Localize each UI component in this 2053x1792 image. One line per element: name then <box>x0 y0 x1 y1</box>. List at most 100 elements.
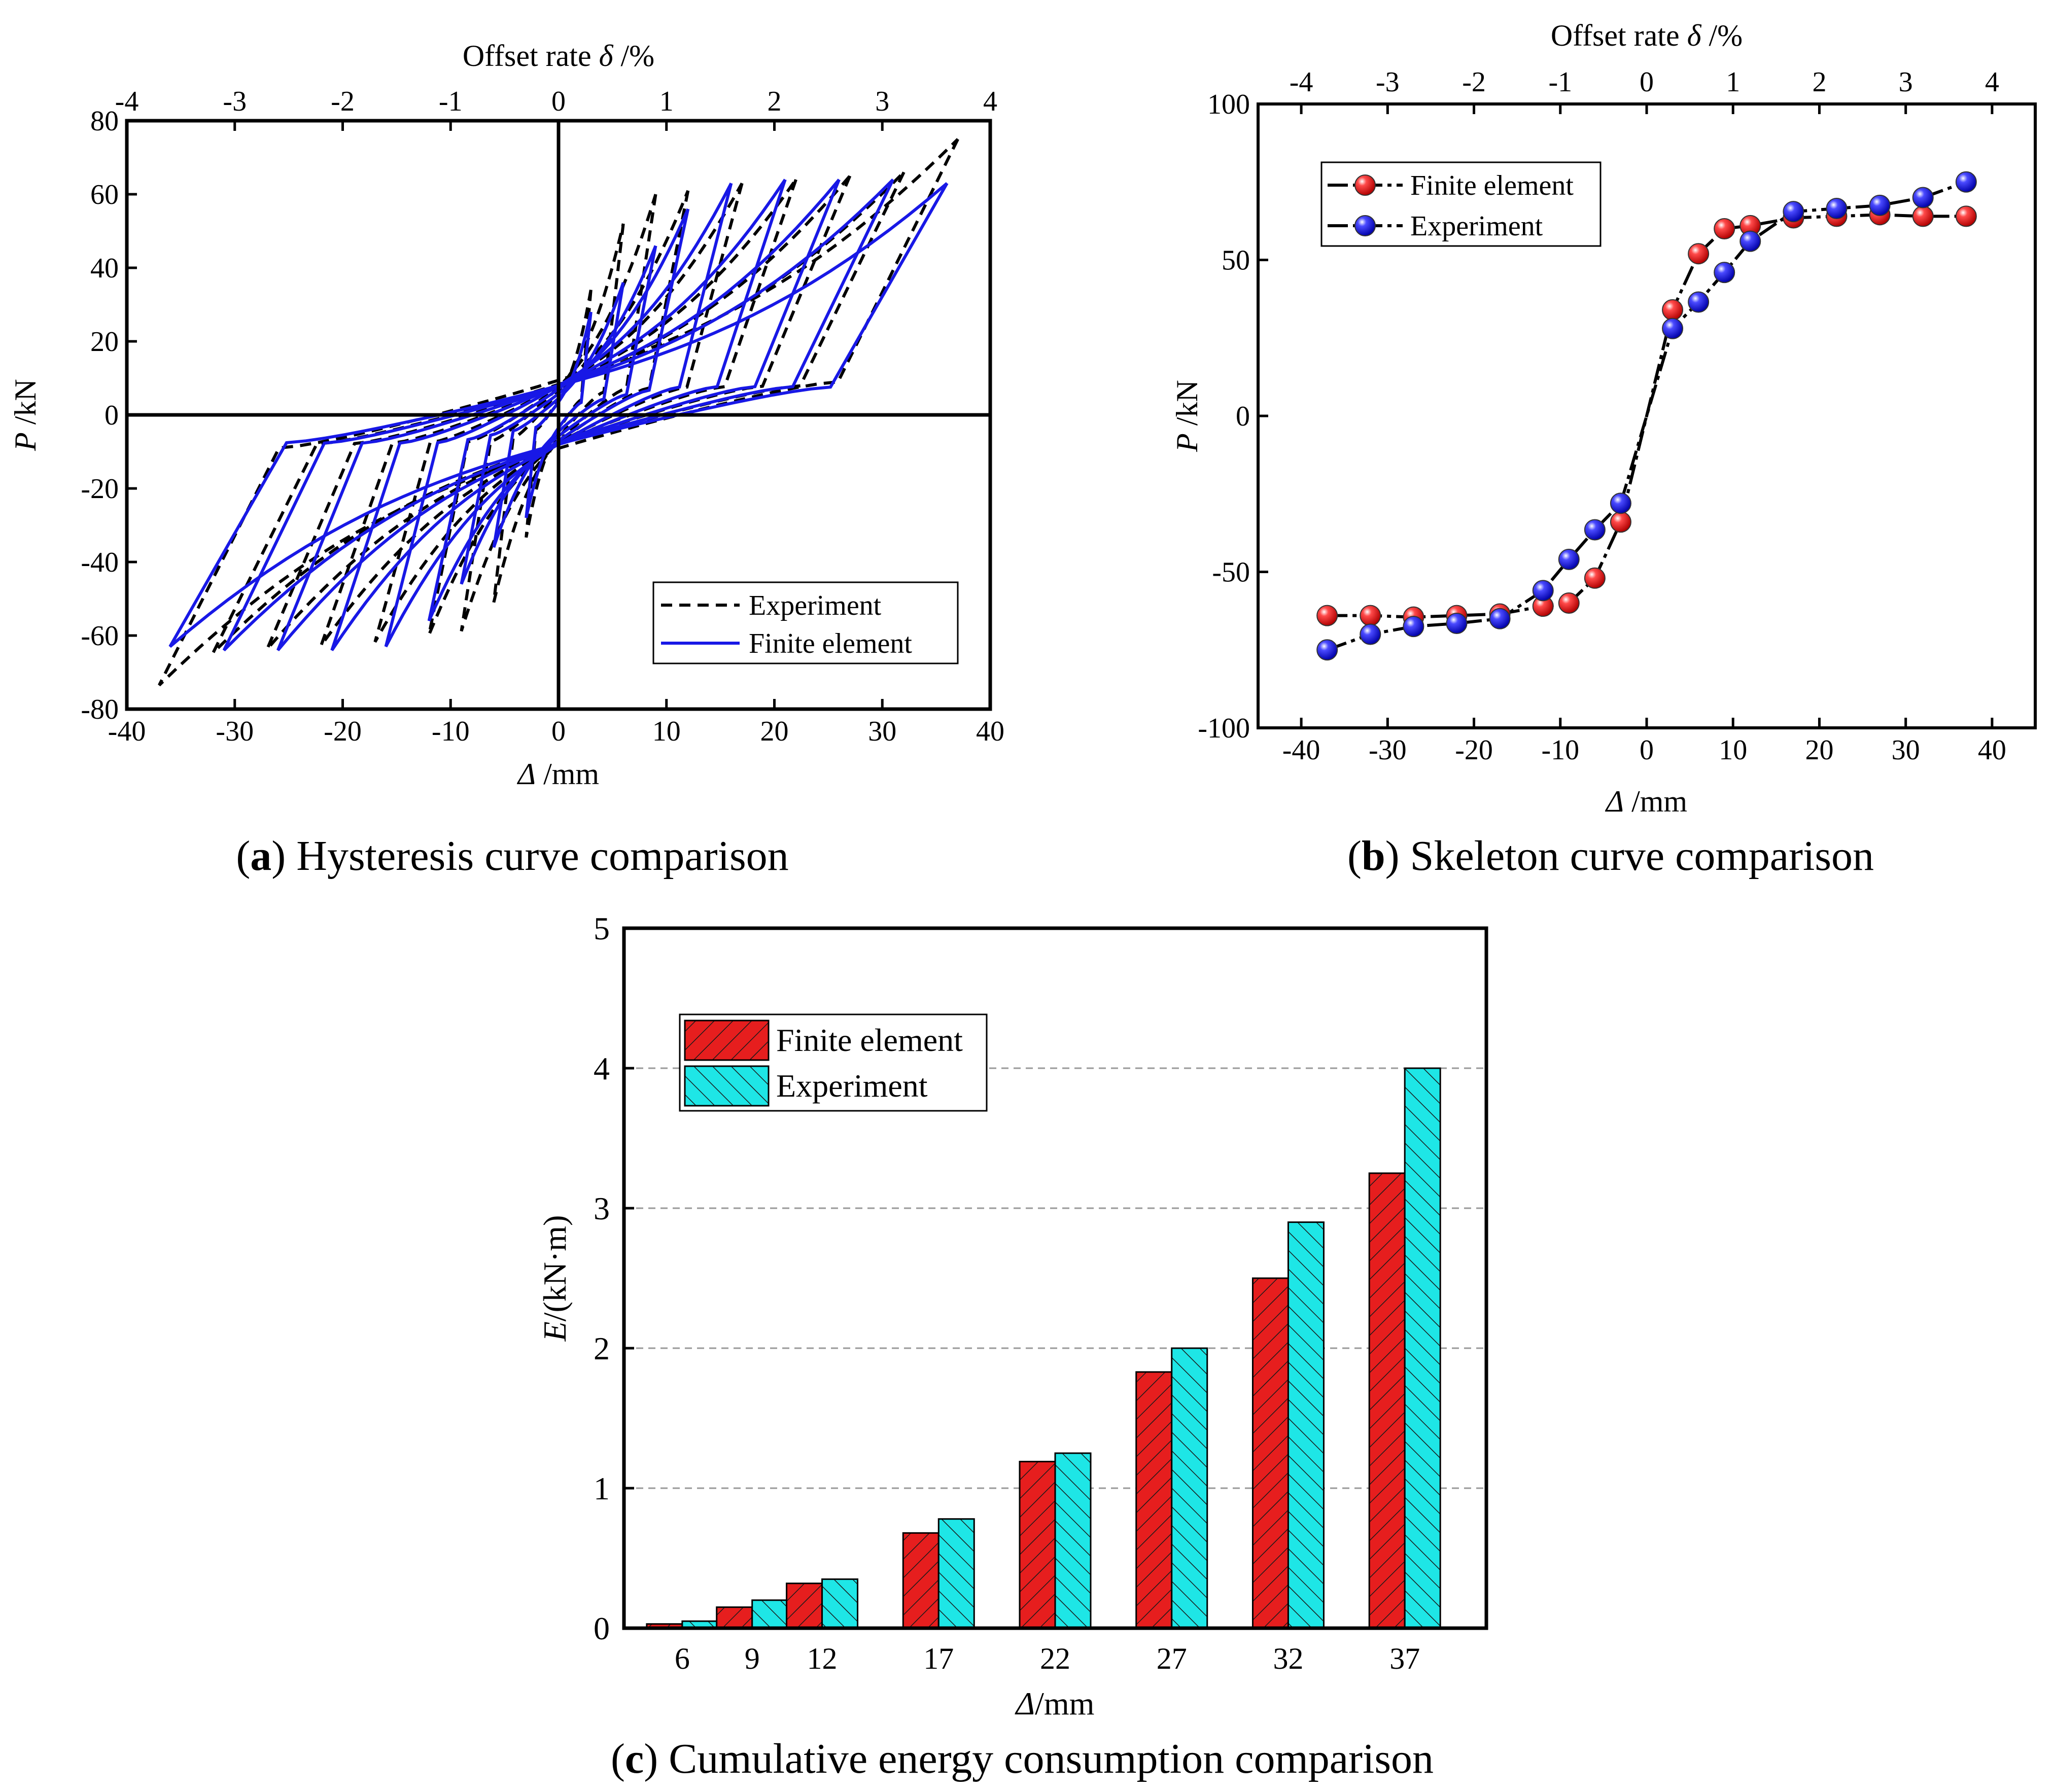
finite-element-bar <box>1251 1277 1289 1629</box>
experiment-point <box>1316 639 1338 661</box>
experiment-bar <box>1171 1347 1208 1629</box>
experiment-bar <box>1287 1221 1325 1629</box>
legend-label: Experiment <box>776 1068 928 1104</box>
x-tick-label: -30 <box>216 716 254 747</box>
experiment-point <box>1532 580 1554 602</box>
finite-element-point <box>1316 605 1338 626</box>
caption-c-text: Cumulative energy consumption comparison <box>658 1735 1434 1782</box>
x-tick-label: -30 <box>1369 734 1407 766</box>
x-tick-label: 9 <box>745 1642 760 1675</box>
experiment-bar <box>821 1578 859 1629</box>
experiment-point <box>1558 548 1580 570</box>
x-tick-label: 22 <box>1040 1642 1070 1675</box>
finite-element-point <box>1955 205 1977 227</box>
experiment-point <box>1446 612 1468 634</box>
x-tick-label: 12 <box>807 1642 838 1675</box>
y-tick-label: 60 <box>90 179 119 210</box>
top-tick-label: -2 <box>331 86 355 117</box>
y-axis-label: E/(kN·m) <box>537 1215 573 1342</box>
y-tick-label: 4 <box>594 1050 610 1086</box>
y-tick-label: -50 <box>1212 557 1250 588</box>
y-tick-label: -60 <box>81 620 119 652</box>
finite-element-point <box>1610 511 1631 533</box>
x-tick-label: 20 <box>1805 734 1833 766</box>
x-tick-label: 10 <box>1719 734 1747 766</box>
experiment-point <box>1403 616 1424 638</box>
finite-element-loop <box>427 208 690 622</box>
top-tick-label: -2 <box>1462 66 1486 98</box>
x-tick-label: 0 <box>1640 734 1654 766</box>
finite-element-loop <box>276 179 841 651</box>
x-tick-label: -10 <box>1541 734 1579 766</box>
finite-element-point <box>1688 243 1710 265</box>
finite-element-bar <box>1368 1172 1406 1629</box>
y-tick-label: -20 <box>81 473 119 505</box>
x-tick-label: -40 <box>108 716 146 747</box>
caption-a: (a) Hysteresis curve comparison <box>236 832 788 880</box>
finite-element-line <box>1327 213 1966 619</box>
plot-frame <box>622 926 1488 1630</box>
x-tick-label: 40 <box>1978 734 2006 766</box>
finite-element-bar <box>1019 1461 1056 1629</box>
legend-swatch <box>684 1065 770 1107</box>
x-tick-label: 40 <box>976 716 1004 747</box>
x-axis-label: Δ/mm <box>1015 1685 1095 1721</box>
experiment-point <box>1739 230 1761 252</box>
hysteresis-chart: -40 -30 -20 -10 0 10 20 30 40-80-60-40-200204060… <box>9 39 1004 791</box>
legend-label: Finite element <box>749 628 912 659</box>
top-tick-label: -4 <box>1290 66 1313 98</box>
top-tick-label: 2 <box>768 86 782 117</box>
x-tick-label: -20 <box>1455 734 1493 766</box>
experiment-point <box>1610 493 1631 514</box>
legend-box <box>652 581 959 664</box>
x-tick-label: 20 <box>760 716 789 747</box>
experiment-point <box>1662 318 1684 339</box>
legend-swatch-marker <box>1354 174 1376 196</box>
finite-element-loop <box>384 182 733 648</box>
experiment-loop <box>427 190 690 636</box>
legend-label: Finite element <box>776 1022 963 1058</box>
top-tick-label: -4 <box>115 86 139 117</box>
x-tick-label: 0 <box>551 716 566 747</box>
top-tick-label: 2 <box>1812 66 1826 98</box>
experiment-point <box>1955 171 1977 193</box>
finite-element-bar <box>1135 1371 1173 1629</box>
experiment-point <box>1360 623 1381 645</box>
x-axis-label: Δ /mm <box>1605 785 1687 818</box>
y-tick-label: 3 <box>594 1190 610 1226</box>
top-tick-label: -1 <box>1548 66 1572 98</box>
legend-label: Experiment <box>749 590 882 621</box>
x-tick-label: 17 <box>923 1642 954 1675</box>
top-tick-label: 0 <box>551 86 566 117</box>
x-axis-label: Δ /mm <box>517 757 599 791</box>
y-tick-label: 80 <box>90 106 119 137</box>
y-tick-label: 20 <box>90 326 119 358</box>
experiment-bar <box>751 1599 789 1629</box>
x-tick-label: -40 <box>1282 734 1320 766</box>
y-tick-label: -40 <box>81 547 119 578</box>
caption-b-text: Skeleton curve comparison <box>1400 832 1874 880</box>
y-tick-label: 0 <box>594 1610 610 1646</box>
y-tick-label: -100 <box>1198 713 1250 744</box>
finite-element-point <box>1714 218 1735 239</box>
y-tick-label: 40 <box>90 253 119 284</box>
legend-label: Experiment <box>1410 210 1543 242</box>
y-tick-label: 0 <box>1236 401 1250 432</box>
top-tick-label: -1 <box>439 86 463 117</box>
experiment-bar <box>937 1518 975 1629</box>
caption-a-text: Hysteresis curve comparison <box>286 832 788 880</box>
finite-element-point <box>1558 592 1580 614</box>
legend-swatch-marker <box>1354 215 1376 236</box>
finite-element-point <box>1360 605 1381 626</box>
finite-element-point <box>1912 205 1934 227</box>
top-tick-label: -3 <box>1376 66 1400 98</box>
top-tick-label: 4 <box>1985 66 1999 98</box>
y-tick-label: 5 <box>594 910 610 946</box>
x-tick-label: 32 <box>1273 1642 1303 1675</box>
x-tick-label: 37 <box>1389 1642 1420 1675</box>
experiment-point <box>1714 262 1735 284</box>
finite-element-loop <box>168 182 949 648</box>
experiment-point <box>1826 198 1848 220</box>
caption-b: (b) Skeleton curve comparison <box>1347 832 1874 880</box>
